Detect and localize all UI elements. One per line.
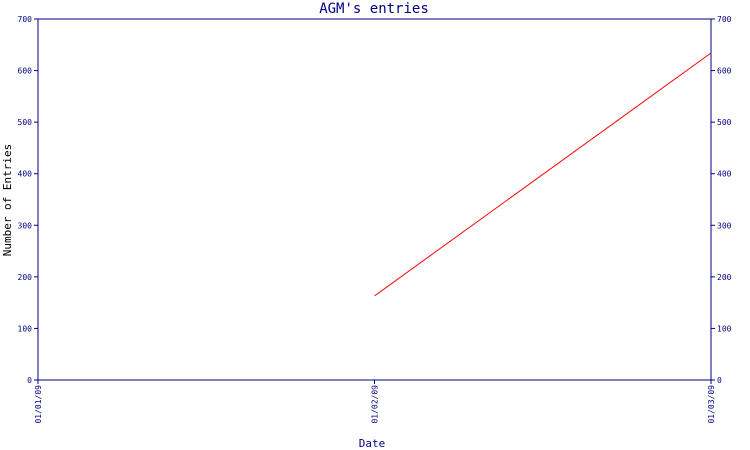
y-tick-label-right: 100: [717, 324, 732, 333]
y-tick-label-right: 300: [717, 221, 732, 230]
x-axis: 01/01/09 01/02/09 01/03/09: [34, 380, 716, 424]
y-tick-label-right: 600: [717, 67, 732, 76]
y-tick-label-left: 200: [18, 273, 33, 282]
y-tick-label-left: 400: [18, 170, 33, 179]
y-tick-label-right: 500: [717, 118, 732, 127]
y-tick-label-left: 500: [18, 118, 33, 127]
y-tick-label-right: 0: [717, 376, 722, 385]
y-tick-label-left: 600: [18, 67, 33, 76]
y-axis-left: 0 100 200 300 400 500 600 700: [18, 15, 38, 385]
series-line: [374, 52, 712, 297]
y-tick-label-right: 400: [717, 170, 732, 179]
x-axis-label: Date: [359, 437, 386, 450]
y-tick-label-left: 700: [18, 15, 33, 24]
y-tick-label-right: 200: [717, 273, 732, 282]
series-group: [374, 52, 712, 297]
y-axis-right: 0 100 200 300 400 500 600 700: [711, 15, 732, 385]
y-tick-label-left: 0: [27, 376, 32, 385]
y-tick-label-right: 700: [717, 15, 732, 24]
x-tick-label: 01/02/09: [371, 385, 380, 424]
x-tick-label: 01/03/09: [707, 385, 716, 424]
plot-area: [37, 18, 712, 381]
y-axis-label: Number of Entries: [1, 144, 14, 257]
y-tick-label-left: 100: [18, 324, 33, 333]
y-tick-label-left: 300: [18, 221, 33, 230]
chart-title: AGM's entries: [319, 1, 429, 17]
x-tick-label: 01/01/09: [34, 385, 43, 424]
